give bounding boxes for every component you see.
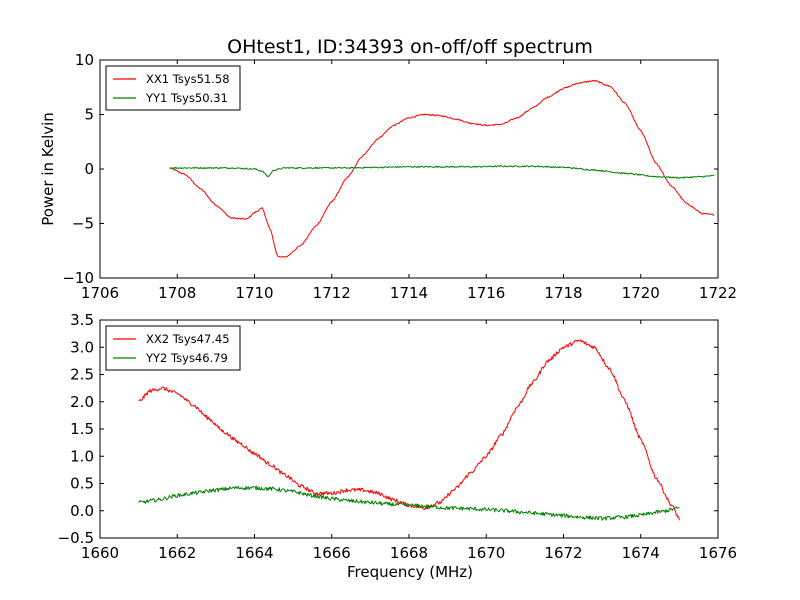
bottom-ytick-label: 0.0 [70,502,94,520]
top-xtick-label: 1710 [235,284,273,302]
bottom-ytick-label: 3.5 [70,311,94,329]
top-panel-ylabel: Power in Kelvin [39,112,57,226]
top-xtick-label: 1716 [467,284,505,302]
top-series-line-0 [169,79,715,258]
bottom-ytick-label: 0.5 [70,475,94,493]
top-legend-box [105,65,241,111]
bottom-legend-box [105,325,241,371]
bottom-xtick-label: 1666 [313,544,351,562]
bottom-ytick-label: 2.0 [70,393,94,411]
top-legend-label: YY1 Tsys50.31 [145,91,228,105]
bottom-xtick-label: 1670 [467,544,505,562]
bottom-ytick-label: 2.5 [70,366,94,384]
top-ytick-label: 0 [84,160,94,178]
top-ytick-label: −5 [72,215,94,233]
bottom-xtick-label: 1662 [158,544,196,562]
top-xtick-label: 1720 [622,284,660,302]
bottom-ytick-label: −0.5 [58,529,94,547]
bottom-ytick-label: 1.5 [70,420,94,438]
top-xtick-label: 1718 [544,284,582,302]
bottom-xtick-label: 1668 [390,544,428,562]
top-xtick-label: 1712 [313,284,351,302]
top-legend-label: XX1 Tsys51.58 [146,72,230,86]
top-xtick-label: 1722 [699,284,737,302]
top-ytick-label: −10 [62,269,94,287]
bottom-series-line-1 [138,485,680,521]
top-ytick-label: 10 [75,51,94,69]
bottom-xtick-label: 1676 [699,544,737,562]
bottom-legend: XX2 Tsys47.45 YY2 Tsys46.79 [105,325,241,371]
top-ytick-label: 5 [84,106,94,124]
top-xtick-label: 1706 [81,284,119,302]
figure-title: OHtest1, ID:34393 on-off/off spectrum [227,36,593,58]
bottom-legend-label: XX2 Tsys47.45 [146,332,230,346]
top-series-line-1 [169,165,715,179]
top-panel: Power in Kelvin 1706 1708 1710 1712 1714 1716… [39,51,737,302]
bottom-xtick-label: 1660 [81,544,119,562]
bottom-panel-xlabel: Frequency (MHz) [347,563,473,581]
top-legend: XX1 Tsys51.58 YY1 Tsys50.31 [105,65,241,111]
bottom-panel: Frequency (MHz) 1660 1662 1664 1666 1668 1670… [58,311,738,581]
bottom-ytick-label: 1.0 [70,447,94,465]
bottom-legend-label: YY2 Tsys46.79 [145,351,228,365]
bottom-ytick-label: 3.0 [70,338,94,356]
bottom-xtick-label: 1664 [235,544,273,562]
bottom-xtick-label: 1672 [544,544,582,562]
top-xtick-label: 1714 [390,284,428,302]
bottom-xtick-label: 1674 [622,544,660,562]
top-xtick-label: 1708 [158,284,196,302]
